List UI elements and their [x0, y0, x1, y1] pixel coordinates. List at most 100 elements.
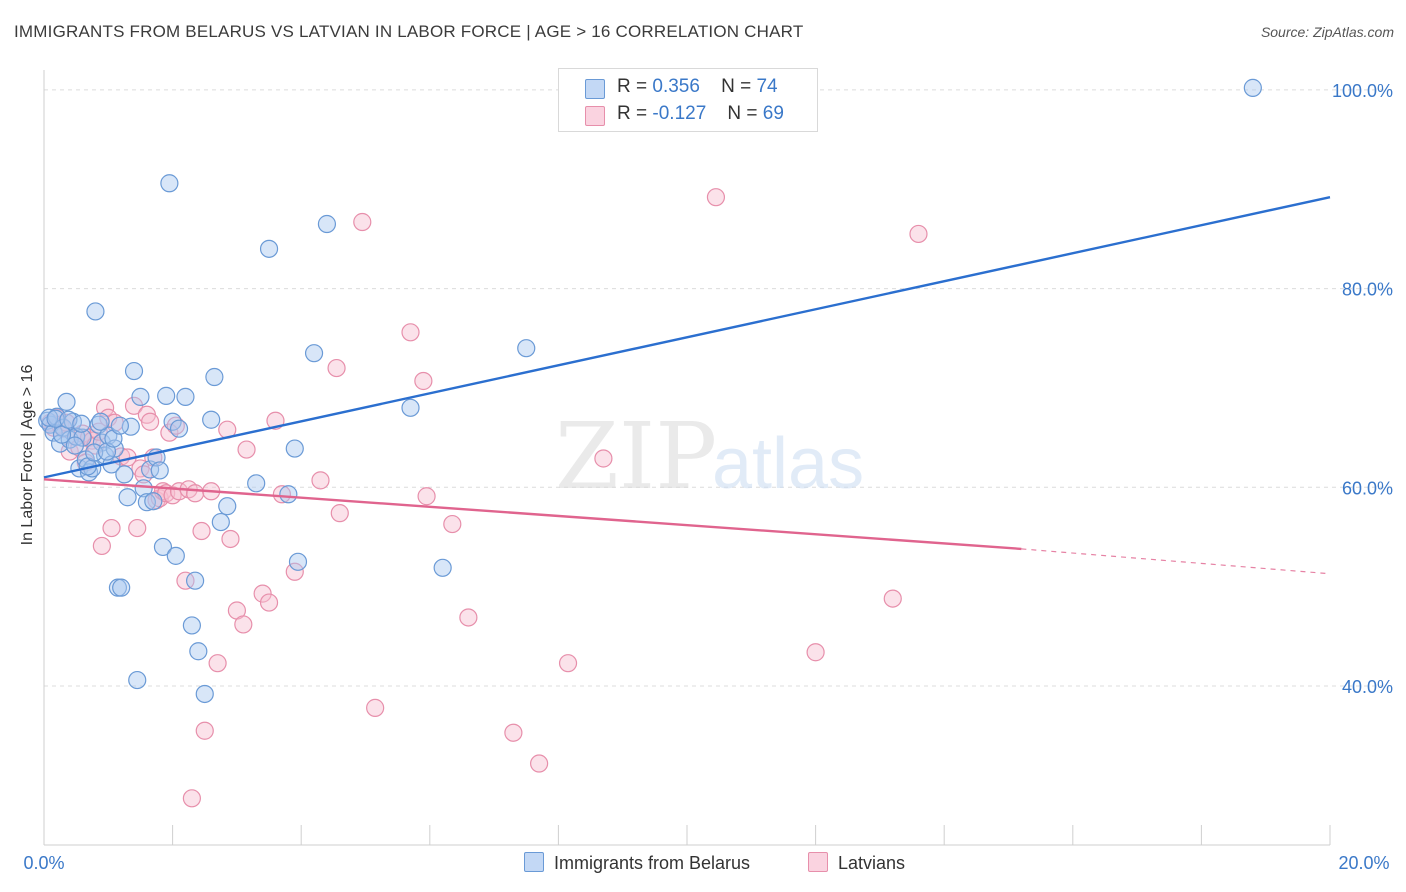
- belarus-point: [517, 339, 536, 358]
- legend-n-value: 74: [756, 76, 778, 97]
- legend-r-label: R =: [617, 76, 648, 97]
- belarus-point: [65, 436, 84, 455]
- latvians-point: [182, 789, 201, 808]
- belarus-point: [115, 465, 134, 484]
- watermark-zip: ZIP: [555, 403, 717, 510]
- belarus-point: [247, 474, 266, 493]
- latvians-point: [806, 643, 825, 662]
- latvians-point: [102, 518, 121, 538]
- y-tick-label: 100.0%: [1332, 81, 1393, 101]
- latvians-point: [327, 358, 346, 378]
- latvians-point: [237, 440, 256, 459]
- latvians-point: [706, 188, 726, 207]
- latvians-trend-extension: [1021, 548, 1331, 575]
- latvians-point: [92, 536, 111, 556]
- latvians-point: [414, 371, 433, 391]
- bottom-legend-belarus: Immigrants from Belarus: [524, 852, 750, 874]
- legend-r-value: 0.356: [652, 76, 700, 97]
- belarus-point: [182, 616, 201, 635]
- belarus-point: [134, 479, 153, 498]
- watermark-atlas: atlas: [712, 424, 864, 504]
- watermark: ZIP atlas: [555, 403, 864, 510]
- belarus-point: [40, 408, 59, 427]
- latvians-point: [221, 529, 240, 549]
- belarus-point: [401, 398, 420, 417]
- chart-title: IMMIGRANTS FROM BELARUS VS LATVIAN IN LA…: [14, 22, 804, 41]
- grid-lines: [44, 89, 1395, 687]
- belarus-point: [153, 537, 173, 557]
- belarus-point: [433, 558, 452, 577]
- latvians-point: [192, 521, 211, 541]
- latvians-point: [208, 654, 227, 673]
- belarus-point: [195, 684, 214, 704]
- trend-lines: [43, 196, 1331, 575]
- latvians-point: [259, 593, 279, 612]
- correlation-legend: R = 0.356 N = 74 R = -0.127 N = 69: [558, 68, 818, 132]
- belarus-point: [189, 642, 208, 661]
- tick-labels: 40.0% 60.0% 80.0% 100.0% 0.0% 20.0%: [23, 81, 1393, 873]
- belarus-point: [186, 571, 205, 590]
- belarus-point: [131, 387, 150, 406]
- belarus-point: [202, 410, 221, 429]
- belarus-point: [128, 670, 147, 690]
- belarus-point: [150, 461, 169, 480]
- latvians-point: [124, 396, 144, 415]
- latvians-point: [186, 484, 205, 503]
- belarus-point: [91, 412, 110, 431]
- latvians-point: [140, 412, 160, 431]
- bottom-legend-swatch-blue: [524, 852, 544, 872]
- belarus-point: [304, 344, 324, 363]
- latvians-point: [909, 224, 928, 244]
- legend-n-value: 69: [762, 103, 784, 124]
- belarus-point: [1243, 78, 1262, 97]
- latvians-point: [594, 449, 613, 468]
- latvians-point: [504, 723, 523, 742]
- belarus-point: [118, 488, 137, 507]
- bottom-legend-label: Latvians: [838, 853, 906, 873]
- belarus-point: [211, 512, 230, 532]
- latvians-point: [195, 721, 214, 740]
- latvians-point: [530, 754, 549, 773]
- belarus-point: [112, 578, 131, 597]
- x-tick-label: 0.0%: [23, 853, 64, 873]
- belarus-point: [285, 439, 304, 458]
- bottom-legend-label: Immigrants from Belarus: [554, 853, 751, 873]
- legend-swatch-pink: [585, 106, 605, 126]
- latvians-point: [558, 654, 578, 673]
- y-axis-label: In Labor Force | Age > 16: [19, 364, 36, 546]
- belarus-point: [57, 392, 76, 411]
- legend-r-label: R =: [617, 103, 648, 124]
- latvians-point: [330, 504, 349, 523]
- belarus-point: [85, 443, 104, 462]
- latvians-point: [443, 514, 462, 534]
- y-tick-label: 80.0%: [1342, 280, 1393, 300]
- belarus-point: [72, 414, 91, 433]
- belarus-point: [169, 419, 189, 438]
- belarus-point: [110, 416, 129, 435]
- latvians-point: [366, 698, 385, 717]
- belarus-point: [86, 302, 105, 321]
- belarus-point: [176, 387, 195, 406]
- latvians-point: [160, 423, 179, 442]
- belarus-point: [46, 409, 65, 428]
- latvians-point: [417, 487, 436, 506]
- belarus-point: [137, 493, 156, 512]
- axes: [43, 70, 1331, 846]
- latvians-point: [234, 615, 253, 634]
- latvians-point: [401, 323, 420, 342]
- source-label: Source: ZipAtlas.com: [1260, 24, 1394, 40]
- latvians-point: [883, 589, 902, 608]
- belarus-point: [218, 497, 237, 516]
- belarus-point: [144, 492, 163, 511]
- belarus-point: [288, 552, 308, 571]
- belarus-point: [205, 367, 224, 387]
- legend-r-value: -0.127: [652, 103, 707, 124]
- bottom-legend-latvians: Latvians: [808, 852, 905, 874]
- x-tick-label: 20.0%: [1338, 853, 1389, 873]
- legend-n-label: N =: [727, 103, 758, 124]
- belarus-point: [259, 239, 279, 258]
- legend-swatch-blue: [585, 79, 605, 99]
- latvians-point: [176, 571, 195, 590]
- belarus-point: [317, 214, 337, 234]
